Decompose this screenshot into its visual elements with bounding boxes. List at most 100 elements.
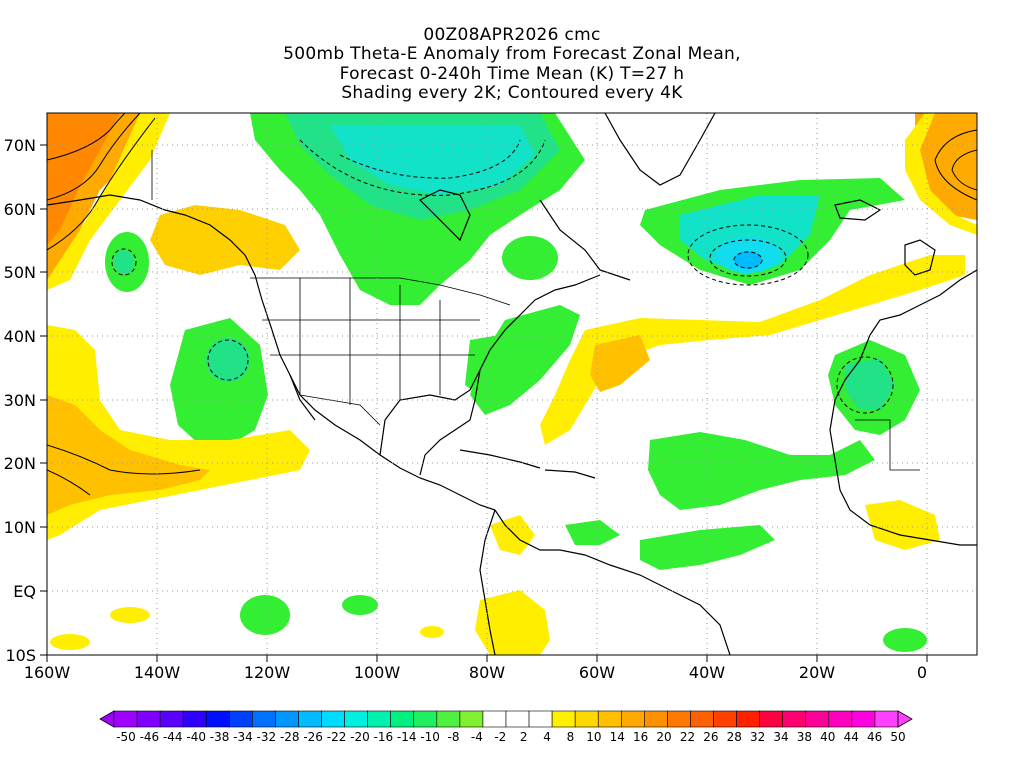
- colorbar-label: -20: [350, 730, 370, 744]
- colorbar-swatch: [828, 710, 853, 728]
- contour-canada-1: [299, 139, 546, 196]
- alaska-yellow-fringe: [47, 113, 170, 290]
- eq-pacific-yellow-3: [420, 626, 444, 638]
- eq-pacific-yellow-1: [110, 607, 150, 623]
- colorbar-label: -10: [420, 730, 440, 744]
- colorbar-swatch: [759, 710, 784, 728]
- border-us-states-2: [262, 319, 480, 356]
- colorbar-label: -4: [471, 730, 483, 744]
- colorbar-swatch: [574, 710, 599, 728]
- lon-label-160W: 160W: [24, 663, 71, 682]
- colorbar-swatch: [505, 710, 530, 728]
- colorbar-label: -8: [448, 730, 460, 744]
- east-pacific-green-core: [206, 338, 250, 382]
- lat-label-EQ: EQ: [13, 582, 36, 601]
- colorbar-swatch: [344, 710, 368, 728]
- contour-alaska-2: [47, 113, 141, 201]
- colorbar-label: 8: [567, 730, 575, 744]
- colorbar-label: -50: [116, 730, 136, 744]
- lon-label-60W: 60W: [579, 663, 615, 682]
- mid-atlantic-orange-patch: [590, 335, 650, 392]
- lon-axis: [46, 655, 928, 662]
- pacific-green-blob-core: [114, 250, 134, 274]
- colorbar-swatch: [874, 710, 899, 728]
- alaska-warm-core: [47, 113, 120, 245]
- coast-alaska: [47, 194, 246, 256]
- colorbar-label: 32: [750, 730, 765, 744]
- coast-sa-west: [479, 509, 496, 655]
- coast-cuba: [459, 449, 541, 469]
- map-border: [46, 112, 978, 656]
- colorbar-label: 38: [797, 730, 812, 744]
- map-plot-area: [47, 113, 977, 655]
- lat-label-60N: 60N: [4, 200, 36, 219]
- lon-label-20W: 20W: [799, 663, 835, 682]
- colorbar: -50 -46 -44 -40 -38 -34 -32 -28 -26 -22 -20 -16 -14-…: [99, 710, 913, 744]
- colorbar-label: 34: [773, 730, 788, 744]
- border-africa: [855, 419, 920, 471]
- colorbar-label: -16: [374, 730, 394, 744]
- colorbar-swatch: [528, 710, 553, 728]
- colorbar-swatch: [713, 710, 737, 728]
- colorbar-swatch: [113, 710, 138, 728]
- colorbar-arrow-right: [897, 710, 913, 728]
- colorbar-swatch: [620, 710, 645, 728]
- colorbar-label: -34: [233, 730, 253, 744]
- political-borders: [151, 150, 920, 471]
- colorbar-swatch: [136, 710, 161, 728]
- lat-label-70N: 70N: [4, 136, 36, 155]
- coast-africa-west: [829, 334, 977, 546]
- contour-natl-1: [687, 224, 809, 286]
- graticule: [47, 113, 977, 655]
- colorbar-label: 16: [633, 730, 648, 744]
- lon-label-40W: 40W: [689, 663, 725, 682]
- colorbar-swatch: [413, 710, 438, 728]
- contour-ne-atl-2: [951, 149, 977, 191]
- border-us-mexico: [299, 394, 381, 426]
- coast-hudson-bay: [418, 189, 471, 242]
- colorbar-swatch: [782, 710, 807, 728]
- coast-central-america: [494, 509, 731, 655]
- border-us-states-1: [299, 278, 441, 405]
- contour-pac-blob: [111, 248, 137, 276]
- eq-pacific-green-1: [240, 595, 290, 635]
- colorbar-label: 44: [844, 730, 859, 744]
- coast-europe: [869, 269, 977, 336]
- contour-alaska-1: [47, 113, 126, 161]
- colorbar-label: 22: [680, 730, 695, 744]
- colorbar-swatch: [436, 710, 461, 728]
- coast-iceland: [834, 199, 882, 221]
- lon-label-140W: 140W: [134, 663, 181, 682]
- lat-label-40N: 40N: [4, 327, 36, 346]
- gulf-guinea-green: [883, 628, 927, 652]
- colorbar-swatch: [805, 710, 830, 728]
- ne-atlantic-yellow-fringe: [905, 113, 977, 235]
- colorbar-label: 2: [520, 730, 528, 744]
- colorbar-label: -32: [257, 730, 277, 744]
- colorbar-label: 26: [703, 730, 718, 744]
- contour-canada-2: [339, 139, 521, 179]
- tropical-atlantic-green: [640, 525, 775, 570]
- contour-natl-2: [709, 239, 787, 277]
- colorbar-label: 4: [543, 730, 551, 744]
- colorbar-swatch: [252, 710, 276, 728]
- colorbar-label: -40: [186, 730, 206, 744]
- lat-label-10S: 10S: [5, 646, 36, 665]
- contour-ne-atl-1: [934, 129, 977, 201]
- colorbar-label: 10: [586, 730, 601, 744]
- lat-label-30N: 30N: [4, 391, 36, 410]
- colorbar-label: -14: [397, 730, 417, 744]
- colorbar-swatch: [667, 710, 691, 728]
- colorbar-swatch: [851, 710, 876, 728]
- caribbean-green: [565, 520, 620, 545]
- west-atlantic-green-region: [470, 305, 580, 415]
- lat-label-20N: 20N: [4, 454, 36, 473]
- lat-axis: [40, 144, 47, 656]
- west-africa-yellow: [865, 500, 940, 550]
- contour-lines: [47, 113, 977, 496]
- colorbar-label: -44: [163, 730, 183, 744]
- coastlines: [47, 113, 977, 655]
- lat-label-10N: 10N: [4, 518, 36, 537]
- subtropical-atlantic-green: [648, 432, 875, 510]
